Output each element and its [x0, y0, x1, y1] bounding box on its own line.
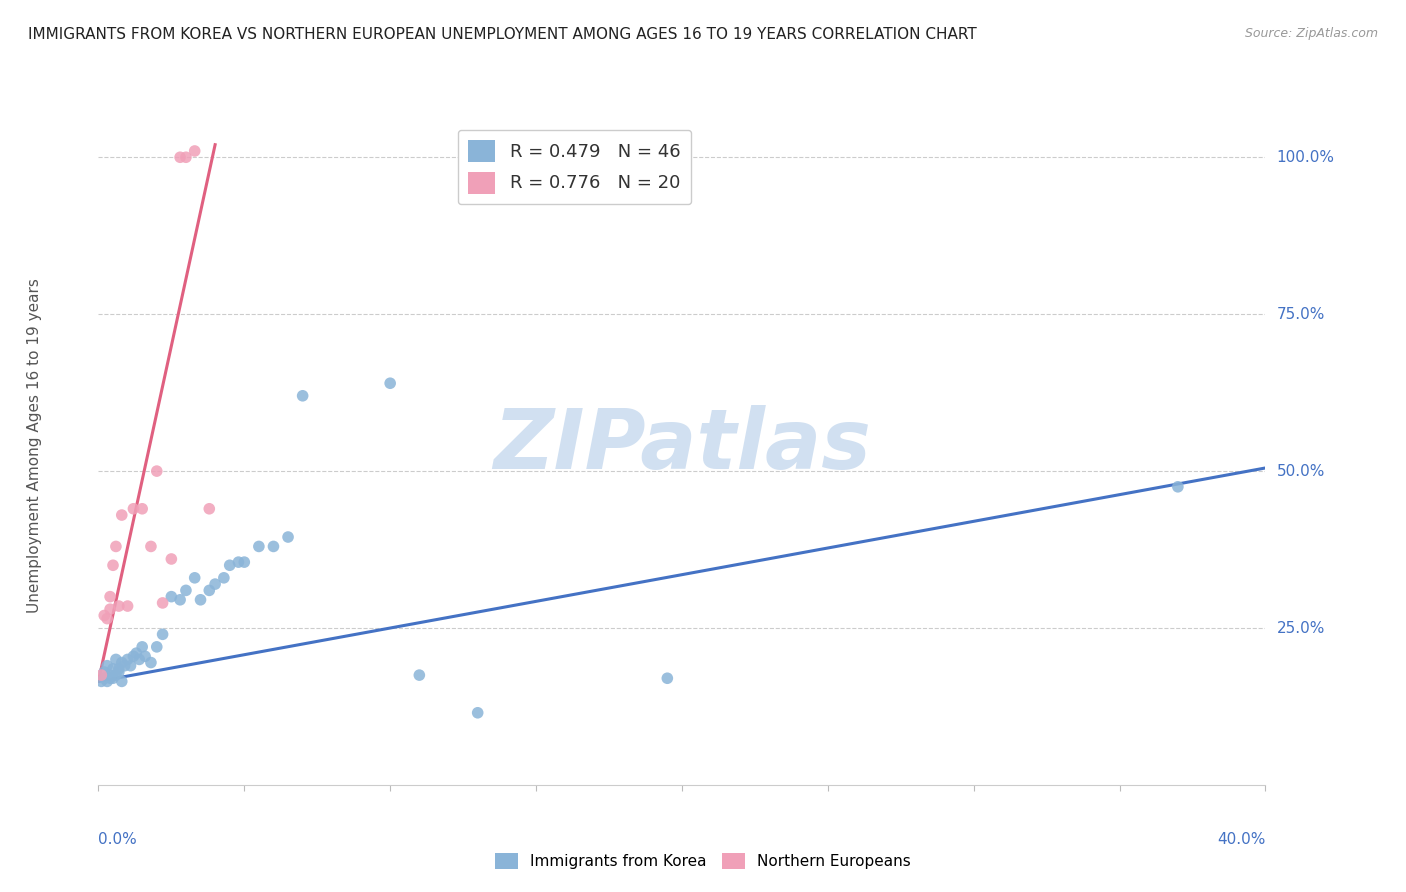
- Point: [198, 501, 221, 516]
- Point: [169, 150, 191, 164]
- Point: [117, 599, 139, 613]
- Point: [98, 671, 121, 685]
- Point: [128, 652, 150, 666]
- Point: [160, 590, 183, 604]
- Point: [204, 577, 226, 591]
- Point: [111, 656, 134, 670]
- Point: [183, 571, 205, 585]
- Point: [101, 558, 124, 573]
- Point: [131, 640, 153, 654]
- Point: [233, 555, 256, 569]
- Point: [262, 540, 284, 554]
- Point: [122, 649, 145, 664]
- Text: 0.0%: 0.0%: [98, 832, 138, 847]
- Legend: R = 0.479   N = 46, R = 0.776   N = 20: R = 0.479 N = 46, R = 0.776 N = 20: [457, 129, 692, 204]
- Point: [218, 558, 240, 573]
- Text: 100.0%: 100.0%: [1277, 150, 1334, 165]
- Point: [174, 583, 197, 598]
- Point: [247, 540, 270, 554]
- Point: [108, 599, 131, 613]
- Point: [160, 552, 183, 566]
- Point: [146, 640, 169, 654]
- Text: Unemployment Among Ages 16 to 19 years: Unemployment Among Ages 16 to 19 years: [27, 278, 42, 614]
- Point: [90, 668, 112, 682]
- Point: [408, 668, 430, 682]
- Legend: Immigrants from Korea, Northern Europeans: Immigrants from Korea, Northern European…: [489, 847, 917, 875]
- Point: [108, 662, 131, 676]
- Point: [90, 674, 112, 689]
- Point: [120, 658, 142, 673]
- Point: [134, 649, 156, 664]
- Point: [98, 668, 121, 682]
- Point: [93, 665, 115, 679]
- Point: [198, 583, 221, 598]
- Point: [183, 144, 205, 158]
- Point: [93, 608, 115, 623]
- Point: [212, 571, 235, 585]
- Point: [96, 612, 118, 626]
- Point: [131, 501, 153, 516]
- Text: IMMIGRANTS FROM KOREA VS NORTHERN EUROPEAN UNEMPLOYMENT AMONG AGES 16 TO 19 YEAR: IMMIGRANTS FROM KOREA VS NORTHERN EUROPE…: [28, 27, 977, 42]
- Point: [98, 602, 121, 616]
- Text: 75.0%: 75.0%: [1277, 307, 1324, 322]
- Point: [104, 668, 127, 682]
- Text: 50.0%: 50.0%: [1277, 464, 1324, 479]
- Point: [122, 501, 145, 516]
- Point: [111, 674, 134, 689]
- Point: [146, 464, 169, 478]
- Point: [93, 671, 115, 685]
- Point: [96, 674, 118, 689]
- Point: [125, 646, 148, 660]
- Point: [152, 627, 174, 641]
- Point: [467, 706, 489, 720]
- Point: [228, 555, 250, 569]
- Point: [152, 596, 174, 610]
- Text: 25.0%: 25.0%: [1277, 621, 1324, 635]
- Point: [117, 652, 139, 666]
- Text: 40.0%: 40.0%: [1218, 832, 1265, 847]
- Point: [169, 592, 191, 607]
- Point: [104, 540, 127, 554]
- Point: [114, 658, 136, 673]
- Point: [101, 671, 124, 685]
- Point: [139, 656, 162, 670]
- Point: [174, 150, 197, 164]
- Point: [657, 671, 679, 685]
- Point: [101, 662, 124, 676]
- Point: [291, 389, 314, 403]
- Point: [190, 592, 212, 607]
- Text: ZIPatlas: ZIPatlas: [494, 406, 870, 486]
- Text: Source: ZipAtlas.com: Source: ZipAtlas.com: [1244, 27, 1378, 40]
- Point: [380, 376, 402, 391]
- Point: [139, 540, 162, 554]
- Point: [111, 508, 134, 522]
- Point: [104, 652, 127, 666]
- Point: [98, 590, 121, 604]
- Point: [1167, 480, 1189, 494]
- Point: [277, 530, 299, 544]
- Point: [96, 658, 118, 673]
- Point: [108, 665, 131, 679]
